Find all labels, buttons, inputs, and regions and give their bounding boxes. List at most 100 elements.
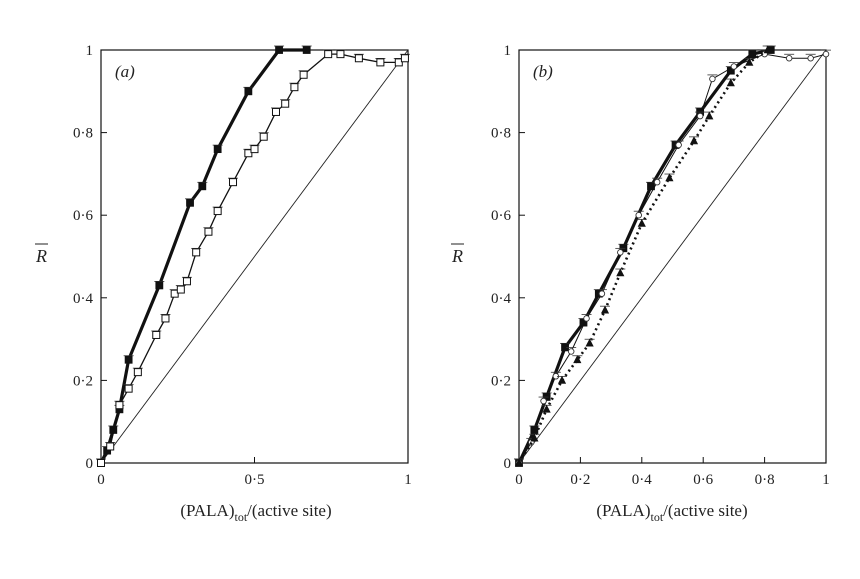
data-point-filled-triangle [705,111,714,120]
data-point-open-circle [696,112,704,120]
panel-b-ticks: 0 0·2 0·4 0·6 0·8 1 0 0·2 0·4 0·6 0·8 1 [491,43,830,488]
data-point-filled-triangle [616,268,625,277]
data-point-open-square [250,145,259,154]
series-line-2 [518,53,827,464]
x-tick-label: 0·2 [570,472,590,488]
y-tick-label: 0·8 [491,126,511,142]
x-tick-label: 0 [97,472,105,488]
panel-a-xlabel: (PALA)tot/(active site) [180,501,331,524]
data-point-filled-triangle [665,173,674,182]
data-point-open-square [133,368,142,377]
data-point-open-square [290,83,299,92]
data-point-open-square [394,58,403,67]
x-tick-label: 0·8 [755,472,775,488]
data-point-filled-triangle [530,433,539,442]
data-point-open-circle [709,75,716,83]
panel-a-ticks: 0 0·2 0·4 0·6 0·8 1 0 0·5 1 [73,43,412,488]
data-point-open-square [97,459,105,467]
y-tick-label: 0·6 [491,208,511,224]
data-point-open-square [182,277,191,286]
data-point-filled-triangle [763,45,772,54]
data-point-open-square [299,70,308,79]
data-point-open-square [176,285,185,294]
data-point-filled-square [302,46,311,54]
data-point-open-square [271,107,280,116]
data-point-open-square [400,54,409,63]
data-point-open-square [213,207,222,216]
data-point-open-square [376,58,385,67]
data-point-open-circle [598,290,606,297]
data-point-filled-square [186,198,194,207]
data-point-open-square [324,50,333,59]
y-tick-label: 0·4 [491,291,511,307]
data-point-filled-triangle [585,338,594,347]
data-point-open-square [106,442,115,451]
data-point-open-square [192,248,201,257]
data-point-filled-triangle [637,218,646,227]
panel-b-label: (b) [533,62,553,81]
data-point-open-circle [617,249,624,256]
panel-b: (b) R (PALA)tot/(active site) 0 0·2 0·4 0·6… [451,43,831,524]
x-tick-label: 0·6 [693,472,713,488]
data-point-open-square [161,314,170,323]
x-tick-label: 1 [404,472,412,488]
panel-a-ylabel: R [35,246,47,266]
y-tick-label: 0·2 [491,373,511,389]
y-tick-label: 1 [86,43,94,59]
data-point-open-square [259,132,268,141]
data-point-filled-square [275,46,283,54]
data-point-filled-square [155,281,164,290]
y-tick-label: 1 [504,43,512,59]
panel-b-ylabel: R [451,246,463,266]
data-point-open-square [229,178,238,187]
data-point-filled-square [244,87,253,96]
x-tick-label: 1 [822,472,830,488]
series-line-1 [517,48,772,464]
data-point-open-square [336,50,345,59]
panel-a: (a) R (PALA)tot/(active site) 0 0·2 0·4 0·6… [35,43,412,524]
data-point-open-circle [567,348,575,355]
panel-b-xlabel: (PALA)tot/(active site) [596,501,747,524]
y-tick-label: 0 [86,456,94,472]
data-point-open-square [170,289,179,298]
data-point-filled-triangle [557,375,567,384]
data-point-filled-triangle [726,78,735,87]
x-tick-label: 0·5 [245,472,265,488]
data-point-filled-triangle [542,404,551,413]
data-point-open-circle [675,141,682,149]
data-point-filled-triangle [689,136,699,145]
reference-diagonal [518,49,827,464]
data-point-filled-triangle [600,305,610,314]
data-point-open-square [204,227,213,236]
data-point-filled-triangle [514,458,524,467]
panel-a-label: (a) [115,62,135,81]
y-tick-label: 0·6 [73,208,93,224]
series-line-3 [517,48,769,464]
data-point-open-square [354,54,363,63]
data-point-filled-square [198,182,207,191]
data-point-open-square [244,149,253,158]
data-point-open-square [152,330,161,339]
panel-a-marks [96,45,410,467]
data-point-open-circle [540,397,547,405]
data-point-filled-square [213,145,222,154]
data-point-open-circle [807,55,814,62]
panel-b-frame [518,49,827,464]
x-tick-label: 0·4 [632,472,652,488]
panel-b-marks [514,45,831,467]
data-point-filled-triangle [573,355,582,364]
y-tick-label: 0·4 [73,291,93,307]
data-point-open-square [124,384,133,393]
data-point-open-circle [583,315,590,322]
data-point-open-square [115,401,124,410]
data-point-open-circle [730,63,738,70]
y-tick-label: 0·8 [73,126,93,142]
data-point-filled-square [124,355,133,364]
data-point-filled-triangle [745,57,754,66]
y-tick-label: 0·2 [73,373,93,389]
reference-diagonal [100,49,409,464]
x-tick-label: 0 [515,472,523,488]
data-point-open-circle [785,55,793,62]
data-point-open-circle [822,50,830,58]
